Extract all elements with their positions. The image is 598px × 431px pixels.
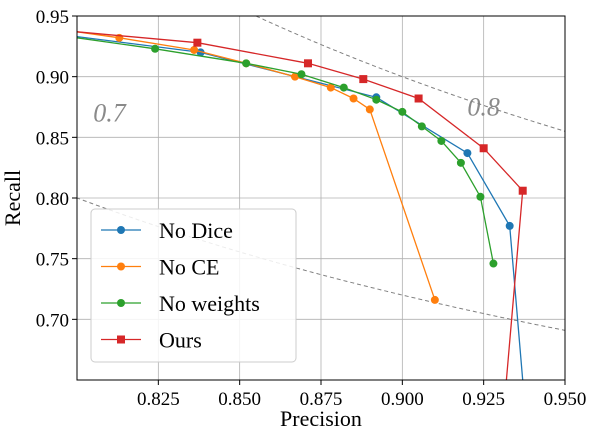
x-tick-label-0: 0.825	[137, 389, 180, 410]
series-layer	[77, 31, 527, 380]
legend-box	[90, 208, 297, 363]
series-2-point-1	[151, 44, 160, 53]
series-3-point-1	[193, 38, 202, 47]
legend-label-2: No weights	[159, 291, 260, 316]
series-2-point-2	[242, 59, 251, 68]
legend: No Dice No CE No weights Ours	[90, 208, 297, 363]
series-1-point-4	[290, 72, 299, 81]
series-3-point-2	[303, 59, 312, 68]
iso-f1-curve-2	[254, 16, 565, 132]
series-2-point-4	[339, 83, 348, 92]
legend-marker-0	[117, 226, 125, 234]
x-tick-label-5: 0.950	[544, 389, 587, 410]
iso-f1-curves: 0.7 0.8	[77, 16, 565, 331]
legend-marker-2	[117, 299, 125, 307]
x-axis-title: Precision	[280, 406, 362, 431]
legend-marker-3	[117, 335, 125, 344]
series-0-point-4	[505, 221, 514, 230]
series-0-point-1	[196, 48, 205, 57]
series-2-point-5	[372, 95, 381, 104]
x-tick-label-3: 0.900	[381, 389, 424, 410]
y-tick-label-2: 0.80	[36, 189, 69, 210]
series-0-point-3	[463, 149, 472, 158]
legend-label-3: Ours	[159, 328, 202, 353]
series-3-point-3	[359, 75, 368, 84]
legend-label-0: No Dice	[159, 218, 233, 243]
series-1-point-2	[190, 45, 199, 54]
series-2-point-8	[437, 136, 446, 145]
x-tick-label-1: 0.850	[218, 389, 261, 410]
y-tick-label-3: 0.85	[36, 128, 69, 149]
series-3-point-5	[479, 144, 488, 153]
series-line-3	[77, 31, 524, 380]
y-tick-label-5: 0.95	[36, 7, 69, 28]
x-tick-label-2: 0.875	[300, 389, 343, 410]
series-1-point-7	[365, 105, 374, 114]
series-1-point-6	[349, 94, 358, 103]
series-line-2	[77, 37, 495, 264]
series-2-point-10	[476, 192, 485, 201]
series-1-point-8	[430, 295, 439, 304]
y-tick-label-0: 0.70	[36, 310, 69, 331]
y-tick-label-4: 0.90	[36, 68, 69, 89]
y-tick-label-1: 0.75	[36, 250, 69, 271]
legend-label-1: No CE	[159, 255, 220, 280]
series-1-point-5	[326, 83, 335, 92]
ticks: 0.825 0.850 0.875 0.900 0.925 0.950 0.70 0.75 0.…	[36, 7, 587, 410]
y-axis-title: Recall	[0, 170, 25, 226]
series-2-point-6	[398, 107, 407, 116]
series-2-point-9	[456, 158, 465, 167]
x-tick-label-4: 0.925	[462, 389, 505, 410]
iso-f1-label-0: 0.7	[93, 99, 127, 128]
series-2-point-7	[417, 122, 426, 131]
iso-f1-label-1: 0.8	[467, 92, 500, 121]
series-2-point-11	[489, 259, 498, 268]
series-3-point-4	[414, 94, 423, 103]
legend-marker-1	[117, 262, 125, 271]
series-2-point-3	[297, 70, 306, 79]
series-3-point-6	[518, 186, 527, 195]
